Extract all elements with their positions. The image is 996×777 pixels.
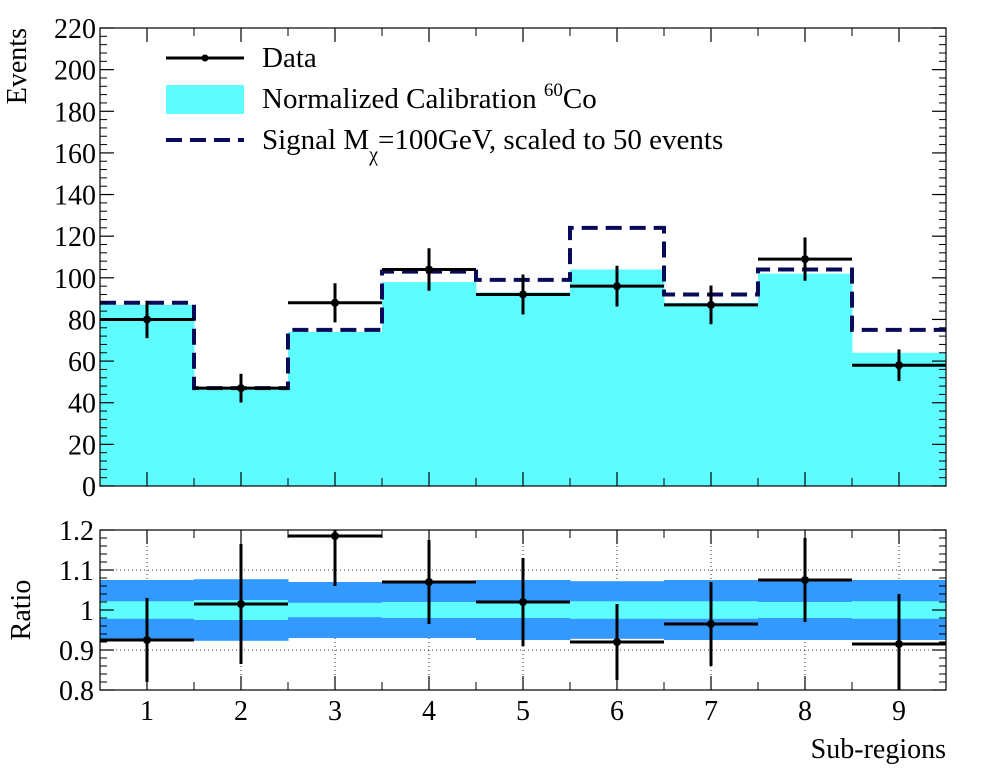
data-points [100, 237, 946, 403]
data-marker-8 [801, 255, 809, 264]
ratio-xtick-label-7: 7 [704, 696, 718, 727]
top-ytick-label-220: 220 [54, 14, 96, 45]
data-point-3 [288, 283, 382, 323]
top-ytick-label-40: 40 [68, 389, 96, 420]
top-y-axis: 0 20 40 60 80 100 120 140 160 180 200 220 [54, 14, 946, 503]
data-point-2 [194, 373, 288, 403]
calibration-histogram [100, 269, 947, 486]
data-point-5 [476, 274, 570, 315]
top-ytick-label-20: 20 [68, 430, 96, 461]
y-axis-label-ratio: Ratio [6, 580, 37, 641]
data-point-4 [382, 248, 476, 291]
data-point-7 [664, 285, 758, 325]
data-marker-1 [143, 315, 151, 324]
y-axis-label-events: Events [2, 28, 33, 104]
ratio-point-5 [476, 558, 570, 646]
ratio-point-4 [382, 540, 476, 624]
top-ytick-label-140: 140 [54, 181, 96, 212]
calibration-bar-8 [758, 273, 853, 486]
legend-signal-tail: =100GeV, scaled to 50 events [378, 124, 723, 156]
data-marker-4 [425, 265, 433, 274]
ratio-point-6 [570, 604, 664, 680]
ratio-y-axis: 0.8 0.9 1 1.1 1.2 [59, 516, 946, 707]
ratio-ytick-label-1.1: 1.1 [59, 556, 94, 587]
legend-calibration-tail: Co [563, 83, 597, 115]
ratio-point-2 [194, 544, 288, 664]
ratio-point-7 [664, 582, 758, 666]
top-ytick-label-180: 180 [54, 97, 96, 128]
data-point-6 [570, 265, 664, 307]
ratio-xtick-label-4: 4 [422, 696, 436, 727]
top-ytick-label-160: 160 [54, 139, 96, 170]
legend-calibration-swatch [166, 85, 244, 114]
data-marker-6 [613, 282, 621, 291]
calibration-bar-5 [476, 292, 571, 486]
ratio-ytick-label-1.2: 1.2 [59, 516, 94, 547]
legend-signal-sub: χ [368, 144, 378, 166]
ratio-xtick-label-2: 2 [234, 696, 248, 727]
legend-data-marker [201, 54, 209, 62]
top-ytick-label-100: 100 [54, 264, 96, 295]
top-ytick-label-60: 60 [68, 347, 96, 378]
data-point-1 [100, 300, 194, 339]
calibration-bar-7 [664, 302, 759, 486]
ratio-xtick-label-5: 5 [516, 696, 530, 727]
ratio-marker-6 [613, 638, 621, 646]
data-marker-2 [237, 384, 245, 393]
ratio-xtick-label-3: 3 [328, 696, 342, 727]
ratio-xtick-label-8: 8 [798, 696, 812, 727]
top-ytick-label-120: 120 [54, 222, 96, 253]
ratio-xtick-label-9: 9 [892, 696, 906, 727]
ratio-x-axis: 1 2 3 4 5 6 7 8 9 [99, 530, 947, 727]
top-x-ticks [99, 28, 947, 486]
ratio-marker-4 [425, 578, 433, 586]
calibration-bar-2 [194, 388, 289, 486]
calibration-bar-3 [288, 331, 383, 486]
ratio-marker-1 [143, 636, 151, 644]
x-axis-label-subregions: Sub-regions [811, 734, 946, 765]
ratio-marker-2 [237, 600, 245, 608]
data-marker-9 [895, 361, 903, 370]
legend-signal-label: Signal Mχ=100GeV, scaled to 50 events [262, 124, 723, 166]
calibration-bar-4 [382, 281, 477, 486]
ratio-ytick-label-1: 1 [80, 596, 94, 627]
ratio-points [100, 530, 946, 690]
data-marker-5 [519, 290, 527, 299]
ratio-xtick-label-6: 6 [610, 696, 624, 727]
ratio-point-8 [758, 538, 852, 622]
ratio-marker-5 [519, 598, 527, 606]
data-point-9 [852, 349, 946, 382]
ratio-xtick-label-1: 1 [140, 696, 154, 727]
data-marker-7 [707, 300, 715, 309]
legend-calibration-main: Normalized Calibration [262, 83, 544, 115]
ratio-ytick-label-0.9: 0.9 [59, 636, 94, 667]
top-ytick-label-0: 0 [82, 472, 96, 503]
ratio-point-9 [852, 594, 946, 690]
legend: Data Normalized Calibration 60Co Signal … [166, 42, 723, 166]
data-marker-3 [331, 298, 339, 307]
legend-calibration-label: Normalized Calibration 60Co [262, 80, 597, 115]
ratio-marker-9 [895, 640, 903, 648]
ratio-point-1 [100, 598, 194, 682]
ratio-marker-8 [801, 576, 809, 584]
data-point-8 [758, 237, 852, 281]
legend-signal-main: Signal M [262, 124, 369, 156]
ratio-marker-7 [707, 620, 715, 628]
ratio-inner-band-3 [288, 602, 383, 618]
top-ytick-label-200: 200 [54, 56, 96, 87]
top-ytick-label-80: 80 [68, 305, 96, 336]
ratio-ytick-label-0.8: 0.8 [59, 676, 94, 707]
legend-calibration-sup: 60 [544, 80, 563, 101]
legend-data-label: Data [262, 42, 317, 74]
